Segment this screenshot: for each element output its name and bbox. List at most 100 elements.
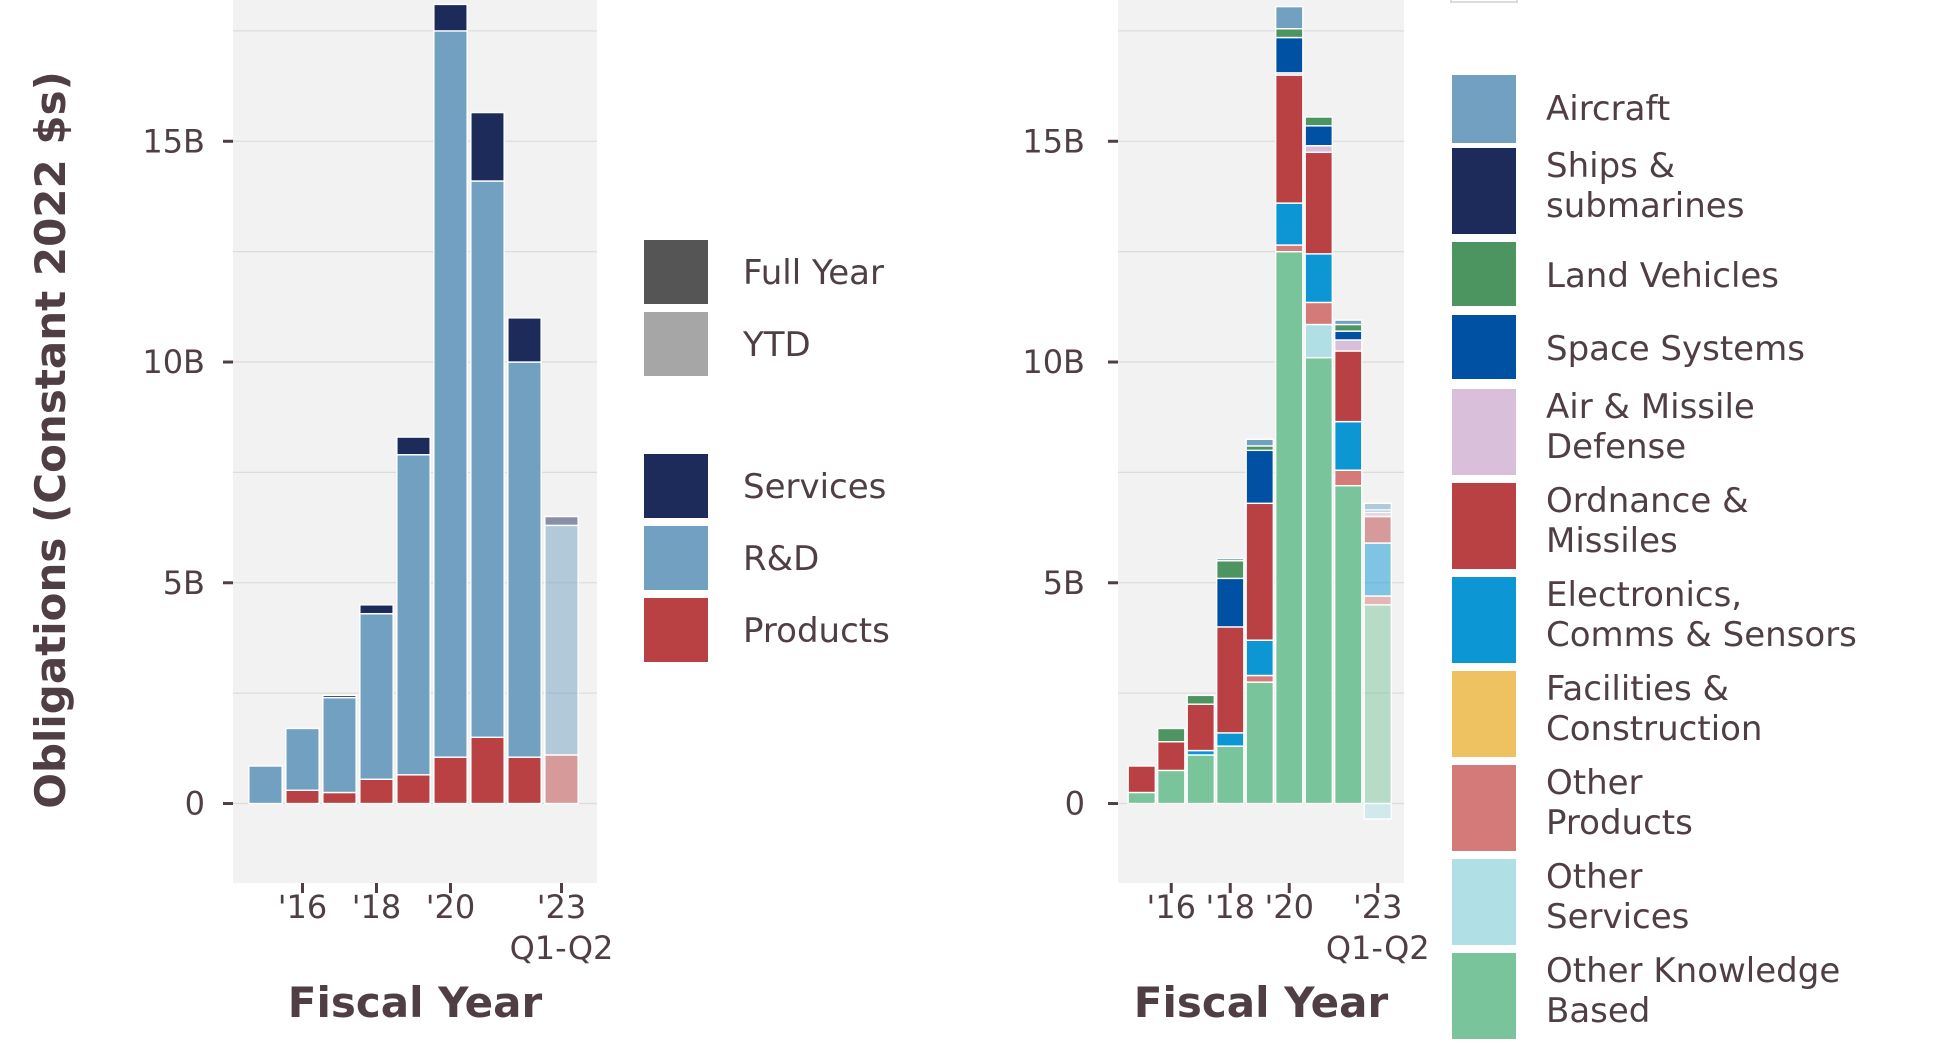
bar-segment-services-2019 <box>396 436 431 456</box>
bar-segment-aircraft-2023-q1-q2 <box>1363 502 1393 511</box>
bar-segment-land-vehicles-2017 <box>1186 694 1216 705</box>
bar-segment-aircraft-2020 <box>1274 5 1304 30</box>
bar-segment-ordnance-missiles-2021 <box>1304 151 1334 255</box>
bar-segment-ordnance-missiles-2016 <box>1156 741 1186 772</box>
bar-segment-electronics-comms-sensors-2022 <box>1333 420 1363 471</box>
bar-segment-land-vehicles-2022 <box>1333 323 1363 332</box>
x-axis-title: Fiscal Year <box>288 978 543 1027</box>
y-tick-label: 5B <box>163 564 205 602</box>
x-tick-label: '16 <box>1146 888 1196 926</box>
bar-segment-products-2023-q1-q2 <box>544 754 579 805</box>
bar-segment-products-2020 <box>433 756 468 805</box>
bar-segment-other-knowledge-based-2019 <box>1245 681 1275 805</box>
x-axis-title: Fiscal Year <box>1134 978 1389 1027</box>
legend-swatch-other-knowledge-based <box>1450 951 1518 1041</box>
legend-swatch-services <box>642 452 710 520</box>
bar-segment-other-knowledge-based-2017 <box>1186 754 1216 805</box>
left-chart: 0 5B 10B 15B '16 '18 '20 '23 Q1-Q2 Fiscal Year Ful… <box>142 0 890 1027</box>
legend-swatch-space-systems <box>1450 313 1518 381</box>
x-tick-label: '16 <box>278 888 328 926</box>
legend-swatch-ytd <box>642 310 710 378</box>
bar-segment-r-d-2016 <box>285 727 320 791</box>
bar-segment-other-knowledge-based-2023-q1-q2 <box>1363 604 1393 805</box>
bar-segment-other-knowledge-based-2022 <box>1333 484 1363 805</box>
bar-segment-electronics-comms-sensors-2021 <box>1304 253 1334 304</box>
legend-swatch-r-d <box>642 524 710 592</box>
bar-segment-air-missile-defense-2021 <box>1304 144 1334 154</box>
bar-segment-products-2019 <box>396 774 431 805</box>
y-tick-label: 15B <box>142 122 205 160</box>
legend-label-r-d: R&D <box>743 539 819 579</box>
bar-segment-electronics-comms-sensors-2023-q1-q2 <box>1363 542 1393 597</box>
legend-label-other-knowledge-based: Other Knowledge Based <box>1546 951 1840 1031</box>
bar-segment-services-2022 <box>507 317 542 363</box>
bar-segment-ordnance-missiles-2018 <box>1215 626 1245 734</box>
bar-segment-other-services-2023-q1-q2 <box>1363 802 1393 820</box>
bar-segment-products-2022 <box>507 756 542 805</box>
legend-label-air-missile-defense: Air & Missile Defense <box>1546 387 1755 467</box>
bar-segment-services-2021 <box>470 111 505 182</box>
bar-segment-products-2021 <box>470 736 505 805</box>
y-tick-label: 10B <box>142 343 205 381</box>
legend-swatch-other-services <box>1450 857 1518 947</box>
x-tick-label: '18 <box>1205 888 1255 926</box>
bar-segment-r-d-2023-q1-q2 <box>544 524 579 756</box>
bar-segment-land-vehicles-2021 <box>1304 116 1334 127</box>
bar-segment-land-vehicles-2018 <box>1215 560 1245 580</box>
x-tick-label: '23 Q1-Q2 <box>510 888 614 967</box>
legend-swatch-aircraft <box>1450 73 1518 145</box>
bar-segment-ordnance-missiles-2023-q1-q2 <box>1363 515 1393 544</box>
bar-segment-space-systems-2021 <box>1304 125 1334 147</box>
legend-label-services: Services <box>743 467 886 507</box>
bar-segment-other-products-2022 <box>1333 469 1363 487</box>
bar-segment-r-d-2018 <box>359 612 394 780</box>
x-tick-label: '20 <box>1264 888 1314 926</box>
bar-segment-ordnance-missiles-2017 <box>1186 703 1216 752</box>
bar-segment-products-2017 <box>322 791 357 805</box>
legend-swatch-facilities-construction <box>1450 669 1518 759</box>
bar-segment-ordnance-missiles-2015 <box>1127 765 1157 794</box>
bar-segment-electronics-comms-sensors-2020 <box>1274 202 1304 246</box>
bar-segment-r-d-2020 <box>433 30 468 758</box>
bar-segment-land-vehicles-2016 <box>1156 727 1186 743</box>
bar-segment-space-systems-2019 <box>1245 449 1275 505</box>
bar-segment-services-2017 <box>322 694 357 699</box>
bar-segment-other-products-2019 <box>1245 674 1275 683</box>
legend-label-ordnance-missiles: Ordnance & Missiles <box>1546 481 1749 561</box>
legend-swatch-land-vehicles <box>1450 240 1518 308</box>
right-chart: 0 5B 10B 15B '16'18'20 '23 Q1-Q2 Fiscal Year Air… <box>1022 0 1857 1041</box>
legend-label-electronics-comms-sensors: Electronics, Comms & Sensors <box>1546 575 1857 655</box>
bar-segment-aircraft-2022 <box>1333 319 1363 326</box>
legend-label-ytd: YTD <box>742 325 811 365</box>
legend-label-space-systems: Space Systems <box>1546 329 1805 369</box>
legend-label-full-year: Full Year <box>743 253 884 293</box>
legend-swatch-partial <box>1450 0 1518 3</box>
legend-swatch-air-missile-defense <box>1450 387 1518 477</box>
legend-swatch-electronics-comms-sensors <box>1450 575 1518 665</box>
bar-segment-r-d-2019 <box>396 454 431 776</box>
bar-segment-aircraft-2019 <box>1245 438 1275 447</box>
legend-label-ships-submarines: Ships & submarines <box>1546 146 1744 226</box>
bar-segment-services-2018 <box>359 604 394 615</box>
bar-segment-other-services-2021 <box>1304 323 1334 359</box>
bar-segment-other-products-2021 <box>1304 301 1334 326</box>
bar-segment-electronics-comms-sensors-2018 <box>1215 732 1245 747</box>
bar-segment-products-2016 <box>285 789 320 805</box>
bar-segment-ordnance-missiles-2022 <box>1333 350 1363 423</box>
bar-segment-r-d-2015 <box>248 765 283 805</box>
bar-segment-other-knowledge-based-2021 <box>1304 356 1334 805</box>
legend-swatch-ordnance-missiles <box>1450 481 1518 571</box>
bar-segment-space-systems-2022 <box>1333 330 1363 341</box>
bar-segment-electronics-comms-sensors-2019 <box>1245 639 1275 677</box>
bar-segment-other-products-2020 <box>1274 244 1304 253</box>
y-tick-label: 10B <box>1022 343 1085 381</box>
legend-swatch-other-products <box>1450 763 1518 853</box>
x-tick-label: '20 <box>426 888 476 926</box>
x-tick-label: '23 Q1-Q2 <box>1326 888 1430 967</box>
legend-label-land-vehicles: Land Vehicles <box>1546 256 1779 296</box>
legend: Full Year YTD Services R&D Products <box>642 238 890 664</box>
legend-swatch-ships-submarines <box>1450 146 1518 236</box>
bars <box>248 3 579 805</box>
legend-label-facilities-construction: Facilities & Construction <box>1546 669 1762 749</box>
legend: Aircraft Ships & submarines Land Vehicles Sp… <box>1450 0 1857 1041</box>
